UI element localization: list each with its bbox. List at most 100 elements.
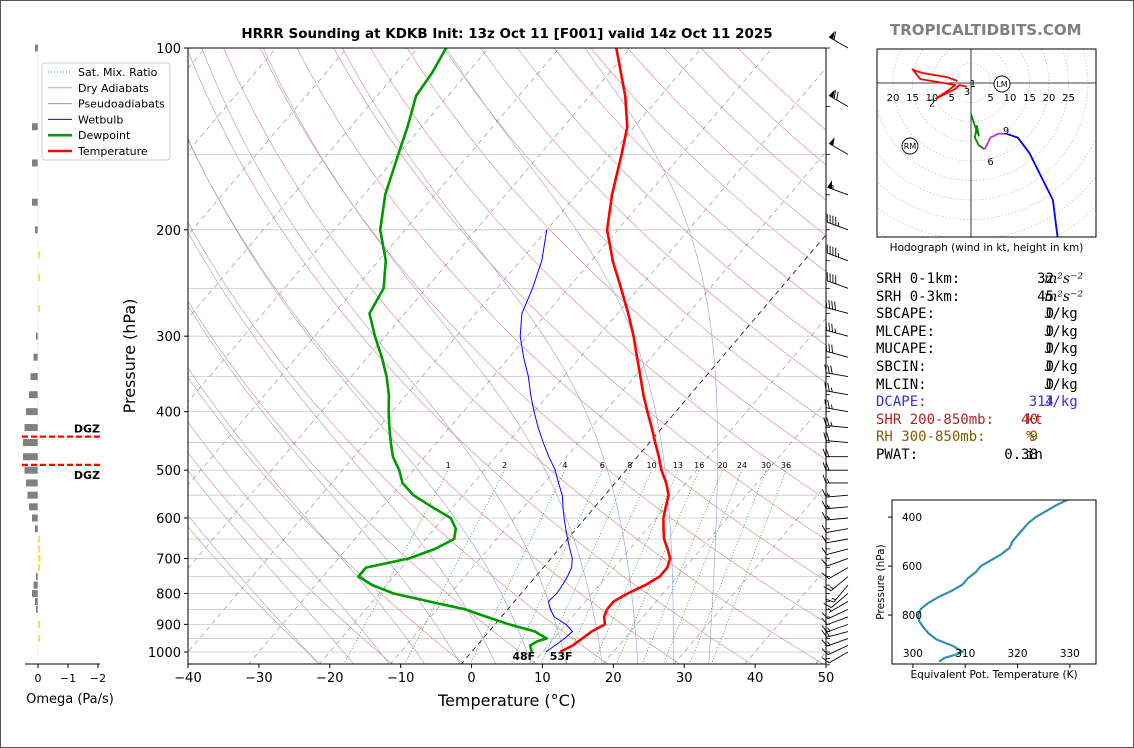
y-tick-label: 100 bbox=[156, 42, 181, 57]
wind-barb bbox=[826, 272, 849, 289]
skewt-background: 1 2 4 6 8 10 13 16 20 24 30 36 bbox=[188, 48, 826, 664]
theta-e-x-tick-label: 320 bbox=[1008, 648, 1028, 660]
stat-unit: J/kg bbox=[1044, 376, 1078, 393]
dry-adiabat-line bbox=[406, 48, 826, 461]
wind-barb bbox=[823, 593, 849, 608]
y-tick-label: 700 bbox=[156, 552, 181, 567]
wind-barb-staff bbox=[827, 608, 849, 620]
wind-barb bbox=[821, 535, 849, 544]
wind-barb-staff bbox=[827, 623, 849, 633]
dry-adiabat-line bbox=[188, 221, 609, 664]
surface-dewpoint-label: 48F bbox=[512, 650, 535, 663]
stat-label: MLCIN: bbox=[876, 376, 927, 393]
x-tick-label: −20 bbox=[316, 671, 343, 686]
pseudoadiabat-line bbox=[584, 48, 718, 664]
surface-temperature-label: 53F bbox=[550, 650, 573, 663]
wind-barb-full bbox=[833, 31, 836, 41]
omega-bar bbox=[33, 353, 38, 361]
stat-label: SRH 0-3km: bbox=[876, 288, 961, 305]
wind-barb-full bbox=[821, 639, 828, 647]
wind-barb bbox=[826, 244, 849, 262]
wind-barb-full bbox=[826, 432, 830, 442]
hodograph-title: Hodograph (wind in kt, height in km) bbox=[890, 242, 1084, 254]
hodograph-ring-label: 5 bbox=[948, 93, 954, 104]
stat-row: SBCAPE: 0 J/kg bbox=[876, 306, 1126, 324]
wind-barb-full bbox=[822, 448, 827, 457]
omega-bar bbox=[38, 635, 40, 643]
omega-bar bbox=[32, 198, 38, 206]
omega-panel: 0 −1 −2 Omega (Pa/s) DGZ DGZ bbox=[22, 44, 114, 707]
legend-label: Wetbulb bbox=[78, 113, 123, 126]
wind-barb-half bbox=[834, 328, 836, 333]
x-tick-label: −30 bbox=[245, 671, 272, 686]
mixing-ratio-line bbox=[689, 470, 767, 664]
pseudoadiabat-line bbox=[201, 48, 568, 664]
x-tick-label: 30 bbox=[676, 671, 693, 686]
wind-barb-full bbox=[821, 648, 829, 655]
wind-barb-full bbox=[827, 364, 830, 374]
wind-barb-full bbox=[824, 364, 827, 373]
stat-label: RH 300-850mb: bbox=[876, 429, 986, 446]
stat-row: RH 300-850mb: 9% bbox=[876, 429, 1126, 447]
wind-barb-full bbox=[825, 299, 828, 308]
wind-barb-staff bbox=[827, 616, 849, 625]
stat-row: MUCAPE: 0 J/kg bbox=[876, 341, 1126, 359]
stat-label: SBCIN: bbox=[876, 358, 927, 375]
legend-label: Pseudoadiabats bbox=[78, 98, 165, 111]
omega-bar bbox=[23, 453, 38, 461]
wind-barb-full bbox=[822, 474, 827, 484]
hodograph-ring-label: 15 bbox=[1023, 93, 1036, 104]
wind-barb-staff bbox=[827, 638, 849, 647]
pseudoadiabat-line bbox=[188, 305, 461, 664]
hodograph-trace bbox=[1005, 132, 1059, 237]
wind-barb bbox=[821, 608, 849, 620]
hodograph-trace bbox=[983, 132, 1007, 150]
theta-e-y-tick-label: 800 bbox=[902, 610, 922, 622]
y-tick-label: 600 bbox=[156, 512, 181, 527]
pseudoadiabat-line bbox=[188, 137, 532, 664]
wind-barb-staff bbox=[826, 407, 849, 413]
wind-barb-full bbox=[827, 399, 830, 409]
wind-barb-staff bbox=[827, 186, 849, 196]
wind-barb bbox=[821, 558, 849, 567]
isotherm-line bbox=[319, 67, 826, 664]
mixing-ratio-line bbox=[641, 470, 723, 664]
dry-adiabat-line bbox=[188, 377, 465, 664]
stat-value: 45 bbox=[1037, 288, 1054, 305]
wind-barb-staff bbox=[826, 330, 849, 337]
dry-adiabat-line bbox=[296, 48, 826, 582]
wind-barb-staff bbox=[826, 548, 849, 556]
omega-tick-label: −1 bbox=[60, 672, 76, 685]
omega-bar bbox=[35, 598, 38, 606]
dry-adiabat-line bbox=[517, 48, 826, 346]
mixing-ratio-label: 1 bbox=[446, 461, 451, 470]
hodograph-ring-label: 10 bbox=[926, 93, 939, 104]
wind-barb-staff bbox=[826, 506, 849, 510]
wind-barb bbox=[823, 576, 849, 592]
dewpoint-series-line bbox=[357, 48, 548, 653]
y-tick-label: 200 bbox=[156, 224, 181, 239]
isotherm-line bbox=[390, 151, 826, 664]
wind-barb-full bbox=[825, 462, 830, 471]
wind-barb-half bbox=[831, 387, 833, 393]
wind-barb-full bbox=[831, 300, 833, 310]
wind-barb bbox=[821, 489, 849, 498]
wind-barb bbox=[822, 474, 848, 484]
omega-bar bbox=[32, 159, 38, 167]
wind-barb-staff bbox=[826, 631, 849, 638]
wind-barb-full bbox=[824, 382, 827, 391]
wind-barb bbox=[821, 629, 849, 638]
omega-bar bbox=[38, 251, 40, 259]
mixing-ratio-label: 16 bbox=[694, 461, 704, 470]
omega-bar bbox=[32, 514, 38, 522]
omega-bar bbox=[36, 605, 38, 613]
mixing-ratio-label: 36 bbox=[781, 461, 791, 470]
theta-e-x-tick-label: 330 bbox=[1060, 648, 1080, 660]
x-tick-label: −40 bbox=[174, 671, 201, 686]
wind-barb-full bbox=[825, 448, 830, 457]
wind-barb-full bbox=[828, 299, 831, 309]
wind-barb-full bbox=[826, 244, 828, 254]
legend-box bbox=[41, 62, 171, 161]
wind-barb bbox=[828, 89, 849, 107]
